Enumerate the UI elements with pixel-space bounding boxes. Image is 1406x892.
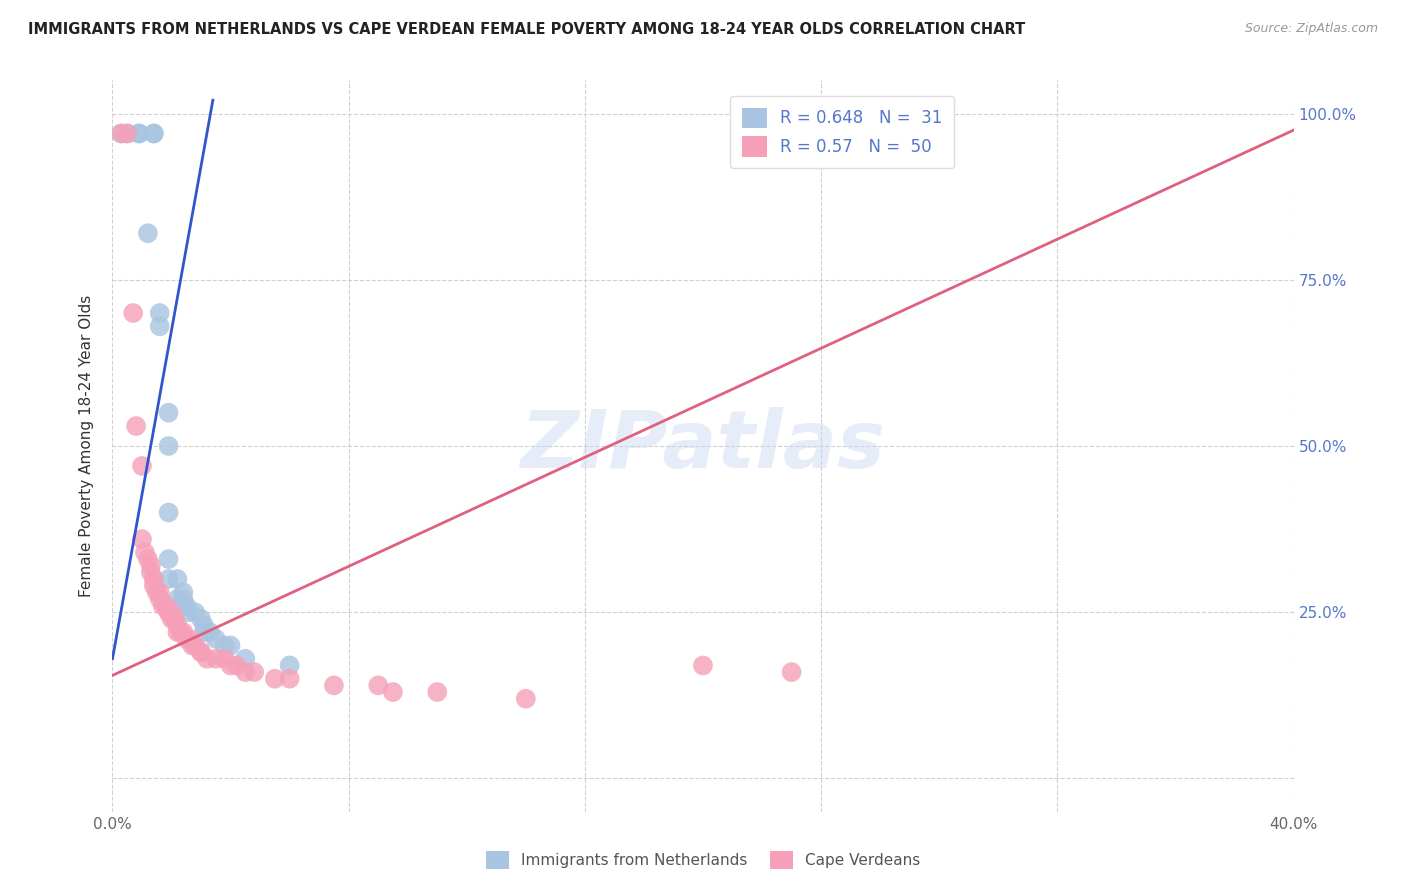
Point [157, 552, 180, 566]
Point [125, 419, 148, 434]
Point [179, 605, 201, 619]
Point [122, 306, 145, 320]
Point [136, 552, 159, 566]
Point [131, 458, 153, 473]
Point [233, 652, 256, 666]
Point [142, 579, 165, 593]
Point [128, 127, 150, 141]
Point [233, 665, 256, 679]
Point [190, 645, 212, 659]
Point [214, 639, 236, 653]
Point [184, 639, 207, 653]
Point [166, 591, 188, 606]
Point [214, 652, 236, 666]
Point [163, 612, 186, 626]
Point [174, 599, 197, 613]
Point [149, 306, 172, 320]
Point [142, 127, 165, 141]
Point [780, 665, 803, 679]
Point [195, 652, 218, 666]
Point [367, 678, 389, 692]
Point [157, 439, 180, 453]
Point [117, 127, 138, 141]
Point [157, 605, 180, 619]
Point [264, 672, 287, 686]
Point [128, 127, 150, 141]
Point [243, 665, 266, 679]
Point [134, 545, 156, 559]
Point [142, 572, 165, 586]
Point [193, 625, 215, 640]
Point [157, 506, 180, 520]
Point [139, 558, 162, 573]
Point [131, 532, 153, 546]
Text: IMMIGRANTS FROM NETHERLANDS VS CAPE VERDEAN FEMALE POVERTY AMONG 18-24 YEAR OLDS: IMMIGRANTS FROM NETHERLANDS VS CAPE VERD… [28, 22, 1025, 37]
Point [157, 406, 180, 420]
Point [152, 599, 174, 613]
Point [205, 632, 228, 646]
Legend: R = 0.648   N =  31, R = 0.57   N =  50: R = 0.648 N = 31, R = 0.57 N = 50 [731, 96, 955, 169]
Point [382, 685, 405, 699]
Point [166, 625, 188, 640]
Point [172, 591, 194, 606]
Point [193, 618, 215, 632]
Point [139, 566, 162, 580]
Point [278, 672, 301, 686]
Point [205, 652, 228, 666]
Text: Source: ZipAtlas.com: Source: ZipAtlas.com [1244, 22, 1378, 36]
Point [169, 625, 191, 640]
Point [426, 685, 449, 699]
Point [692, 658, 714, 673]
Point [146, 585, 169, 599]
Point [172, 625, 194, 640]
Point [166, 618, 188, 632]
Legend: Immigrants from Netherlands, Cape Verdeans: Immigrants from Netherlands, Cape Verdea… [479, 845, 927, 875]
Point [278, 658, 301, 673]
Point [198, 625, 221, 640]
Point [155, 599, 177, 613]
Point [172, 599, 194, 613]
Point [184, 605, 207, 619]
Y-axis label: Female Poverty Among 18-24 Year Olds: Female Poverty Among 18-24 Year Olds [79, 295, 94, 597]
Point [174, 632, 197, 646]
Point [142, 127, 165, 141]
Point [179, 632, 201, 646]
Point [515, 691, 537, 706]
Point [157, 572, 180, 586]
Point [219, 658, 242, 673]
Point [225, 658, 247, 673]
Point [149, 585, 172, 599]
Point [110, 127, 132, 141]
Point [117, 127, 138, 141]
Point [181, 639, 204, 653]
Point [163, 612, 186, 626]
Text: ZIPatlas: ZIPatlas [520, 407, 886, 485]
Point [190, 612, 212, 626]
Point [219, 639, 242, 653]
Point [190, 645, 212, 659]
Point [323, 678, 346, 692]
Point [110, 127, 132, 141]
Point [149, 591, 172, 606]
Point [166, 572, 188, 586]
Point [160, 605, 183, 619]
Point [149, 319, 172, 334]
Point [136, 226, 159, 240]
Point [157, 605, 180, 619]
Point [160, 612, 183, 626]
Point [172, 585, 194, 599]
